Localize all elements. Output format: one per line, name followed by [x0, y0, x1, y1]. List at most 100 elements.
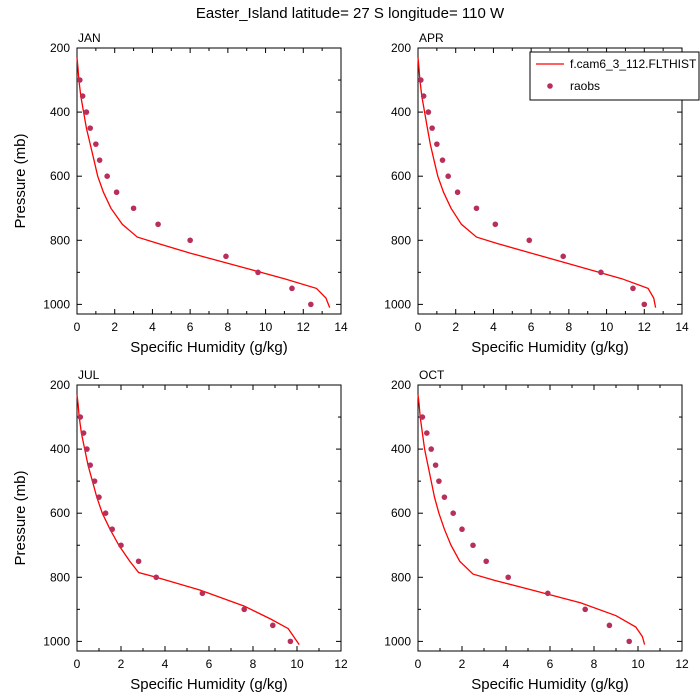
obs-point	[598, 269, 604, 276]
x-axis-label: Specific Humidity (g/kg)	[471, 676, 629, 693]
x-tick-label: 4	[503, 657, 510, 671]
panel-jan: JAN 0 2 4 6 8 10 12 14 200 400 600 800 1000 Specific H…	[12, 31, 348, 356]
obs-point	[241, 606, 247, 613]
x-tick-label: 6	[187, 320, 194, 334]
x-tick-label: 14	[675, 320, 689, 334]
x-tick-label: 14	[334, 320, 348, 334]
x-tick-label: 8	[225, 320, 232, 334]
x-tick-label: 4	[162, 657, 169, 671]
x-tick-label: 4	[490, 320, 497, 334]
y-tick-label: 800	[391, 570, 411, 584]
obs-point	[470, 542, 476, 549]
x-tick-label: 6	[528, 320, 535, 334]
x-tick-label: 0	[415, 657, 422, 671]
obs-point	[135, 558, 142, 565]
y-tick-label: 400	[391, 442, 411, 456]
obs-point	[113, 189, 120, 196]
obs-point	[255, 269, 261, 276]
chart-title: Easter_Island latitude= 27 S longitude= …	[196, 5, 505, 22]
x-tick-label: 10	[600, 320, 614, 334]
panel-label: JAN	[78, 31, 101, 45]
legend-obs-label: raobs	[570, 79, 600, 93]
y-tick-label: 1000	[43, 297, 70, 311]
obs-point	[102, 510, 109, 516]
y-tick-label: 1000	[43, 634, 70, 648]
y-tick-label: 400	[50, 442, 70, 456]
obs-point	[80, 430, 87, 436]
x-axis-label: Specific Humidity (g/kg)	[130, 676, 288, 693]
obs-point	[445, 173, 451, 179]
obs-point	[630, 285, 636, 292]
y-tick-label: 600	[50, 169, 70, 183]
x-tick-label: 12	[675, 657, 689, 671]
y-tick-label: 800	[50, 570, 70, 584]
x-tick-label: 0	[74, 320, 81, 334]
obs-point	[84, 446, 90, 452]
panel-label: JUL	[78, 368, 100, 382]
obs-point	[223, 253, 229, 260]
obs-point	[77, 77, 83, 83]
obs-point	[439, 157, 446, 163]
x-tick-label: 12	[334, 657, 348, 671]
obs-point	[526, 237, 533, 244]
y-tick-label: 200	[50, 41, 70, 55]
plot-frame	[76, 47, 342, 315]
obs-point	[79, 93, 86, 99]
panel-jul: JUL 0 2 4 6 8 10 12 200 400 600 800 1000 Specific Hum…	[12, 368, 348, 693]
obs-point	[83, 109, 90, 115]
x-tick-label: 2	[111, 320, 118, 334]
x-tick-label: 2	[118, 657, 125, 671]
obs-point	[459, 526, 465, 533]
obs-point	[429, 125, 435, 131]
obs-point	[582, 606, 588, 613]
obs-point	[505, 574, 512, 581]
x-tick-label: 6	[547, 657, 554, 671]
obs-point	[153, 574, 159, 581]
obs-point	[432, 462, 439, 468]
x-tick-label: 10	[631, 657, 645, 671]
model-profile-line	[417, 57, 657, 308]
obs-point	[483, 558, 490, 565]
obs-point	[425, 109, 432, 115]
obs-point	[641, 301, 648, 308]
panel-label: APR	[419, 31, 444, 45]
y-tick-label: 800	[50, 233, 70, 247]
obs-point	[199, 590, 206, 597]
obs-point	[87, 462, 93, 468]
obs-point	[418, 77, 424, 83]
obs-point	[289, 285, 295, 292]
y-tick-label: 600	[391, 169, 411, 183]
x-tick-label: 12	[638, 320, 652, 334]
y-axis-label: Pressure (mb)	[12, 133, 29, 228]
obs-point	[419, 414, 426, 420]
x-tick-label: 2	[459, 657, 466, 671]
obs-point	[424, 430, 430, 436]
panel-apr: APR 0 2 4 6 8 10 12 14 200 400 600 800 1000 Specific H…	[384, 31, 689, 356]
obs-point	[473, 205, 480, 212]
obs-point	[91, 478, 98, 484]
plot-frame	[417, 384, 683, 652]
y-tick-label: 200	[391, 378, 411, 392]
x-tick-label: 8	[250, 657, 257, 671]
obs-point	[454, 189, 461, 196]
obs-point	[626, 638, 632, 645]
obs-point	[308, 301, 314, 308]
x-tick-label: 10	[290, 657, 304, 671]
y-tick-label: 200	[50, 378, 70, 392]
x-axis-label: Specific Humidity (g/kg)	[471, 339, 629, 356]
obs-point	[560, 253, 566, 260]
y-tick-label: 1000	[384, 634, 411, 648]
obs-point	[287, 638, 294, 645]
legend-model-label: f.cam6_3_112.FLTHIST	[570, 57, 697, 71]
obs-point	[118, 542, 124, 549]
obs-point	[96, 494, 102, 500]
obs-point	[109, 526, 115, 533]
obs-point	[492, 221, 499, 228]
x-tick-label: 0	[74, 657, 81, 671]
plot-frame	[76, 384, 342, 652]
obs-point	[96, 157, 103, 163]
obs-point	[436, 478, 442, 484]
